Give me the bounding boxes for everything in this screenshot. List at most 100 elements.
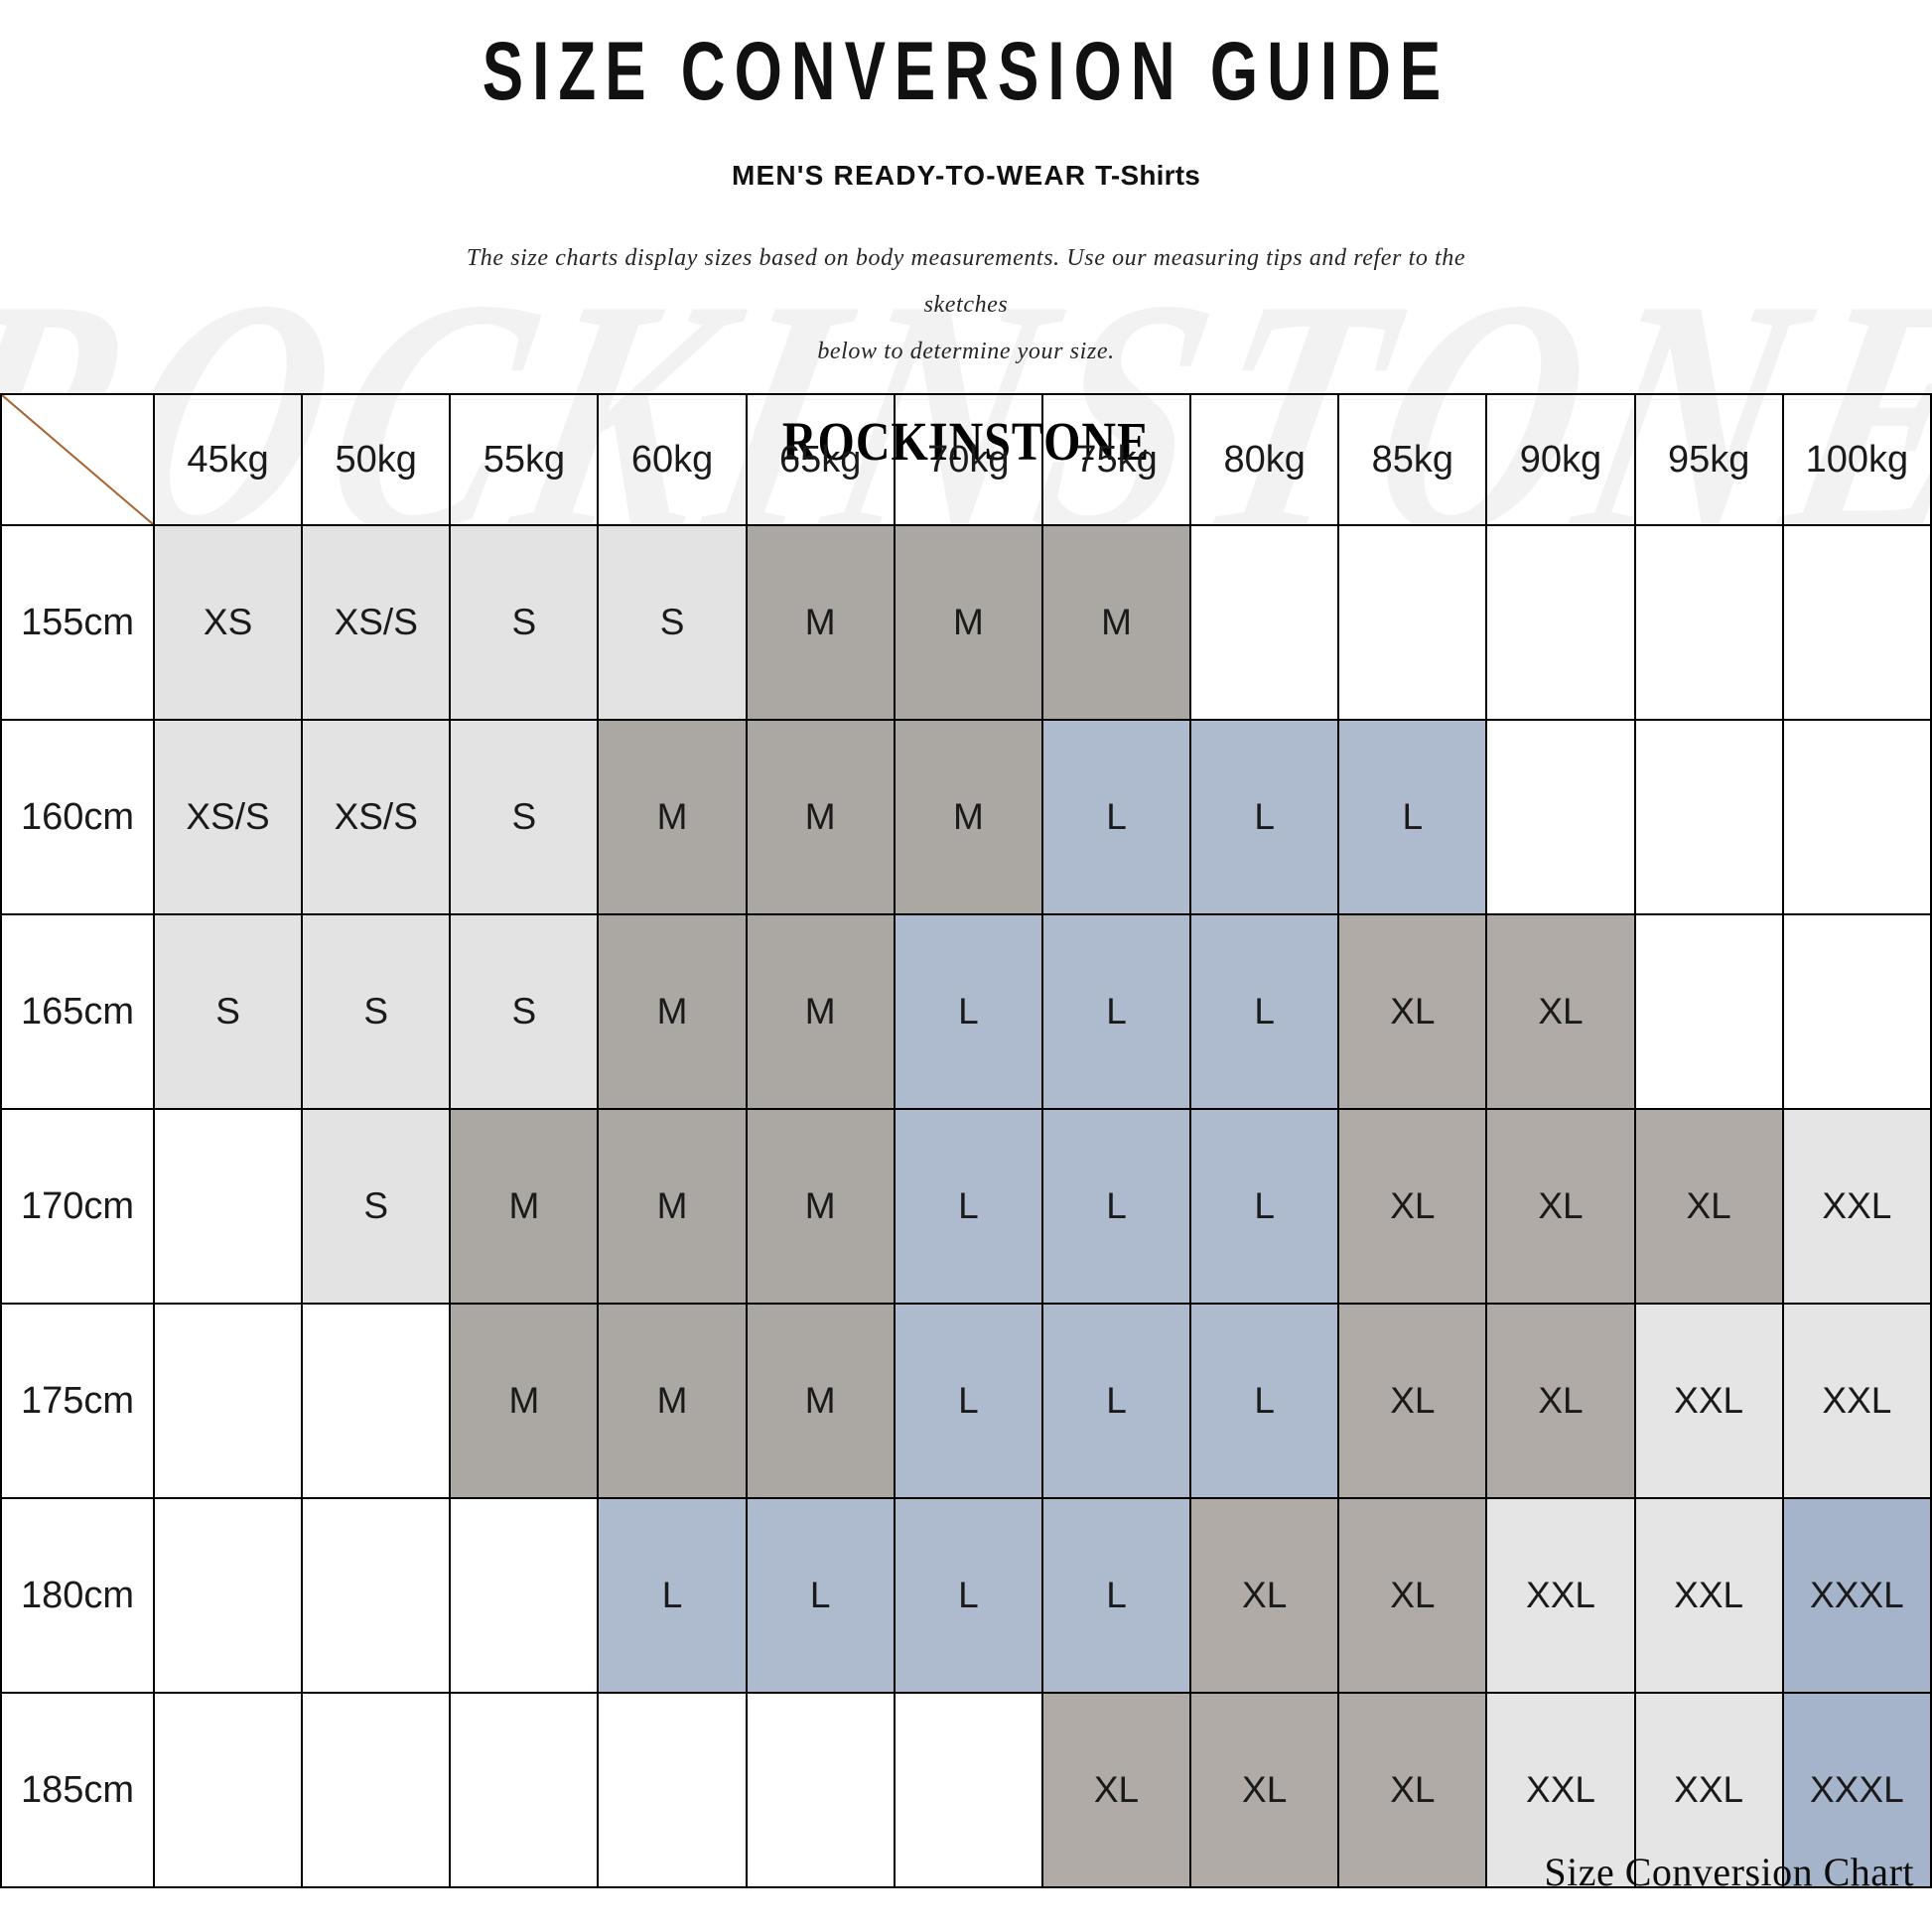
size-cell-empty (449, 1692, 600, 1888)
row-header-height: 160cm (0, 719, 155, 915)
size-cell-empty (449, 1497, 600, 1694)
row-header-height: 170cm (0, 1108, 155, 1305)
size-cell: M (597, 719, 748, 915)
column-header-weight: 70kg (893, 393, 1043, 526)
size-cell: XS/S (301, 719, 452, 915)
row-header-height: 185cm (0, 1692, 155, 1888)
size-cell-empty (152, 1303, 304, 1499)
column-header-weight: 95kg (1633, 393, 1784, 526)
size-cell: XL (1633, 1108, 1784, 1305)
size-cell-empty (1189, 524, 1340, 721)
size-cell: L (1040, 1303, 1192, 1499)
size-cell-empty (1781, 719, 1932, 915)
size-cell: XS/S (152, 719, 304, 915)
page-title: SIZE CONVERSION GUIDE (482, 25, 1450, 118)
column-header-weight: 90kg (1485, 393, 1636, 526)
size-cell: M (893, 719, 1043, 915)
size-cell: S (449, 524, 600, 721)
size-cell-empty (152, 1108, 304, 1305)
size-cell: L (1189, 1108, 1340, 1305)
size-cell: M (597, 913, 748, 1110)
size-cell: XXL (1485, 1692, 1636, 1888)
size-table-container: 45kg 50kg 55kg 60kg 65kg 70kg 75kg 80kg 85kg 90kg… (0, 393, 1932, 1888)
size-cell: L (1040, 719, 1192, 915)
size-cell: XS/S (301, 524, 452, 721)
size-cell: M (745, 913, 896, 1110)
size-cell: XL (1485, 913, 1636, 1110)
size-cell: L (893, 1303, 1043, 1499)
size-cell: M (745, 1108, 896, 1305)
size-cell: XL (1337, 1303, 1488, 1499)
table-row: 180cm L L L L XL XL XXL XXL XXXL (0, 1497, 1932, 1694)
size-cell: S (301, 913, 452, 1110)
size-cell-empty (152, 1497, 304, 1694)
size-cell: L (1189, 1303, 1340, 1499)
column-header-weight: 65kg (745, 393, 896, 526)
size-cell: XL (1189, 1497, 1340, 1694)
size-cell: L (1337, 719, 1488, 915)
table-header: 45kg 50kg 55kg 60kg 65kg 70kg 75kg 80kg 85kg 90kg… (0, 393, 1932, 526)
size-conversion-table: 45kg 50kg 55kg 60kg 65kg 70kg 75kg 80kg 85kg 90kg… (0, 393, 1932, 1888)
size-cell: XXL (1633, 1497, 1784, 1694)
size-cell: XXL (1781, 1303, 1932, 1499)
size-cell: M (597, 1108, 748, 1305)
column-header-weight: 45kg (152, 393, 304, 526)
size-cell: L (1040, 913, 1192, 1110)
size-cell: M (597, 1303, 748, 1499)
size-cell: L (1189, 719, 1340, 915)
size-cell: M (745, 524, 896, 721)
size-cell: XXXL (1781, 1497, 1932, 1694)
chart-caption: Size Conversion Chart (1544, 1850, 1914, 1894)
size-cell: M (449, 1108, 600, 1305)
size-cell: L (1040, 1108, 1192, 1305)
row-header-height: 155cm (0, 524, 155, 721)
column-header-weight: 55kg (449, 393, 600, 526)
column-header-weight: 80kg (1189, 393, 1340, 526)
table-body: 155cm XS XS/S S S M M M 160cm XS/S XS/S S M M M L L L 165c… (0, 524, 1932, 1888)
size-cell: XL (1337, 1692, 1488, 1888)
size-cell-empty (1633, 913, 1784, 1110)
size-cell-empty (1485, 524, 1636, 721)
size-cell: S (597, 524, 748, 721)
subtitle-main: MEN'S READY-TO-WEAR (731, 160, 1087, 191)
size-cell: M (745, 719, 896, 915)
row-header-height: 165cm (0, 913, 155, 1110)
size-cell: XXL (1485, 1497, 1636, 1694)
table-row: 155cm XS XS/S S S M M M (0, 524, 1932, 721)
table-row: 170cm S M M M L L L XL XL XL XXL (0, 1108, 1932, 1305)
size-cell: XL (1337, 1497, 1488, 1694)
corner-cell-diagonal (0, 393, 155, 526)
size-cell: XL (1485, 1303, 1636, 1499)
size-cell: XL (1485, 1108, 1636, 1305)
size-cell: L (1040, 1497, 1192, 1694)
size-cell: M (449, 1303, 600, 1499)
size-cell: XXXL (1781, 1692, 1932, 1888)
size-cell: S (449, 719, 600, 915)
size-cell-empty (1781, 913, 1932, 1110)
size-cell: M (745, 1303, 896, 1499)
table-row: 160cm XS/S XS/S S M M M L L L (0, 719, 1932, 915)
size-cell: S (152, 913, 304, 1110)
size-cell: L (893, 1108, 1043, 1305)
size-cell: M (893, 524, 1043, 721)
intro-line-2: below to determine your size. (817, 338, 1115, 364)
size-cell: XXL (1633, 1692, 1784, 1888)
size-cell-empty (1781, 524, 1932, 721)
table-row: 175cm M M M L L L XL XL XXL XXL (0, 1303, 1932, 1499)
size-cell: L (893, 1497, 1043, 1694)
table-row: 165cm S S S M M L L L XL XL (0, 913, 1932, 1110)
size-cell-empty (745, 1692, 896, 1888)
size-cell: XL (1337, 913, 1488, 1110)
table-header-row: 45kg 50kg 55kg 60kg 65kg 70kg 75kg 80kg 85kg 90kg… (0, 393, 1932, 526)
size-cell-empty (301, 1497, 452, 1694)
intro-paragraph: The size charts display sizes based on b… (430, 192, 1502, 374)
size-cell-empty (1485, 719, 1636, 915)
subtitle-category: T-Shirts (1095, 160, 1200, 191)
size-cell-empty (152, 1692, 304, 1888)
size-cell: XS (152, 524, 304, 721)
size-cell: XXL (1781, 1108, 1932, 1305)
size-cell: S (301, 1108, 452, 1305)
diagonal-divider-icon (2, 395, 153, 524)
size-cell: L (745, 1497, 896, 1694)
page-content: SIZE CONVERSION GUIDE MEN'S READY-TO-WEA… (0, 0, 1932, 474)
